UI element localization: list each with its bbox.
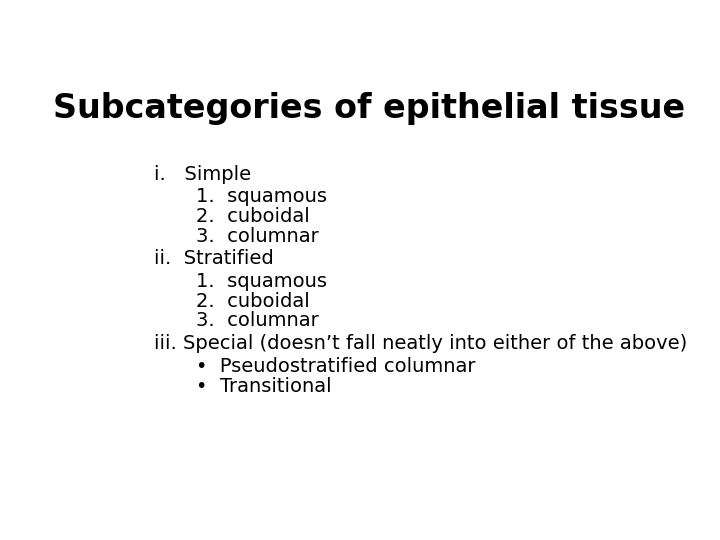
- Text: iii. Special (doesn’t fall neatly into either of the above): iii. Special (doesn’t fall neatly into e…: [154, 334, 688, 353]
- Text: 1.  squamous: 1. squamous: [196, 187, 327, 206]
- Text: 3.  columnar: 3. columnar: [196, 312, 319, 330]
- Text: 2.  cuboidal: 2. cuboidal: [196, 292, 310, 311]
- Text: 2.  cuboidal: 2. cuboidal: [196, 207, 310, 226]
- Text: 1.  squamous: 1. squamous: [196, 272, 327, 291]
- Text: •  Transitional: • Transitional: [196, 377, 332, 396]
- Text: i.   Simple: i. Simple: [154, 165, 251, 184]
- Text: •  Pseudostratified columnar: • Pseudostratified columnar: [196, 357, 475, 376]
- Text: ii.  Stratified: ii. Stratified: [154, 249, 274, 268]
- Text: 3.  columnar: 3. columnar: [196, 227, 319, 246]
- Text: Subcategories of epithelial tissue: Subcategories of epithelial tissue: [53, 92, 685, 125]
